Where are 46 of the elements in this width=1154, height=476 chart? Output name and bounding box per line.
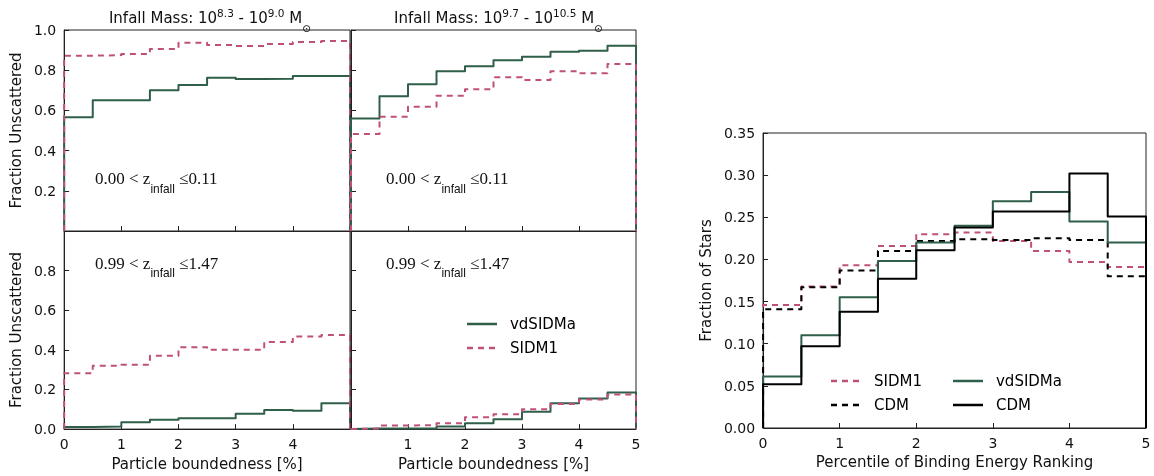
y-tick-label: 0.25	[723, 209, 756, 226]
legend-label: vdSIDMa	[995, 372, 1063, 390]
x-axis-title: Percentile of Binding Energy Ranking	[815, 453, 1094, 472]
x-tick-label: 5	[631, 436, 641, 453]
x-tick-label: 1	[403, 436, 413, 453]
y-tick-label: 0.30	[723, 167, 756, 184]
x-tick-label: 1	[116, 436, 126, 453]
y-tick-label: 0.00	[723, 420, 756, 436]
legend-label: SIDM1	[509, 339, 558, 357]
legend-label: SIDM1	[873, 372, 922, 390]
x-tick-label: 3	[988, 435, 998, 451]
x-tick-label: 2	[911, 435, 921, 451]
x-tick-label: 4	[1064, 435, 1074, 451]
y-axis-title: Fraction Unscattered	[6, 252, 25, 409]
x-tick-label: 3	[231, 436, 241, 453]
x-tick-label: 4	[288, 436, 298, 453]
y-axis-title: Fraction Unscattered	[6, 52, 25, 209]
y-tick-label: 0.8	[33, 262, 57, 279]
x-tick-label: 2	[460, 436, 470, 453]
y-tick-label: 0.10	[723, 335, 756, 352]
y-tick-label: 0.05	[723, 377, 756, 394]
x-tick-label: 4	[574, 436, 584, 453]
legend-label: vdSIDMa	[509, 315, 576, 333]
y-tick-label: 0.2	[33, 182, 57, 199]
legend-label: CDM	[873, 396, 909, 414]
legend-label: CDM	[995, 396, 1031, 414]
y-tick-label: 0.2	[33, 381, 57, 398]
y-tick-label: 0.8	[33, 62, 57, 79]
y-tick-label: 0.20	[723, 251, 756, 268]
x-tick-label: 5	[1141, 435, 1151, 451]
x-tick-label: 0	[59, 436, 69, 453]
x-axis-title: Particle boundedness [%]	[397, 454, 590, 473]
x-tick-label: 2	[174, 436, 183, 453]
x-axis-title: Particle boundedness [%]	[111, 454, 303, 473]
y-tick-label: 0.4	[33, 341, 57, 358]
y-tick-label: 0.35	[723, 125, 756, 141]
y-tick-label: 0.6	[33, 302, 57, 319]
x-tick-label: 1	[835, 435, 845, 451]
y-tick-label: 1.0	[33, 22, 57, 38]
y-tick-label: 0.4	[33, 142, 57, 159]
x-tick-label: 3	[517, 436, 527, 453]
y-tick-label: 0.6	[33, 102, 57, 119]
y-axis-title: Fraction of Stars	[696, 219, 715, 342]
x-tick-label: 0	[758, 435, 768, 451]
y-tick-label: 0.15	[723, 293, 756, 310]
y-tick-label: 0.0	[33, 421, 57, 438]
